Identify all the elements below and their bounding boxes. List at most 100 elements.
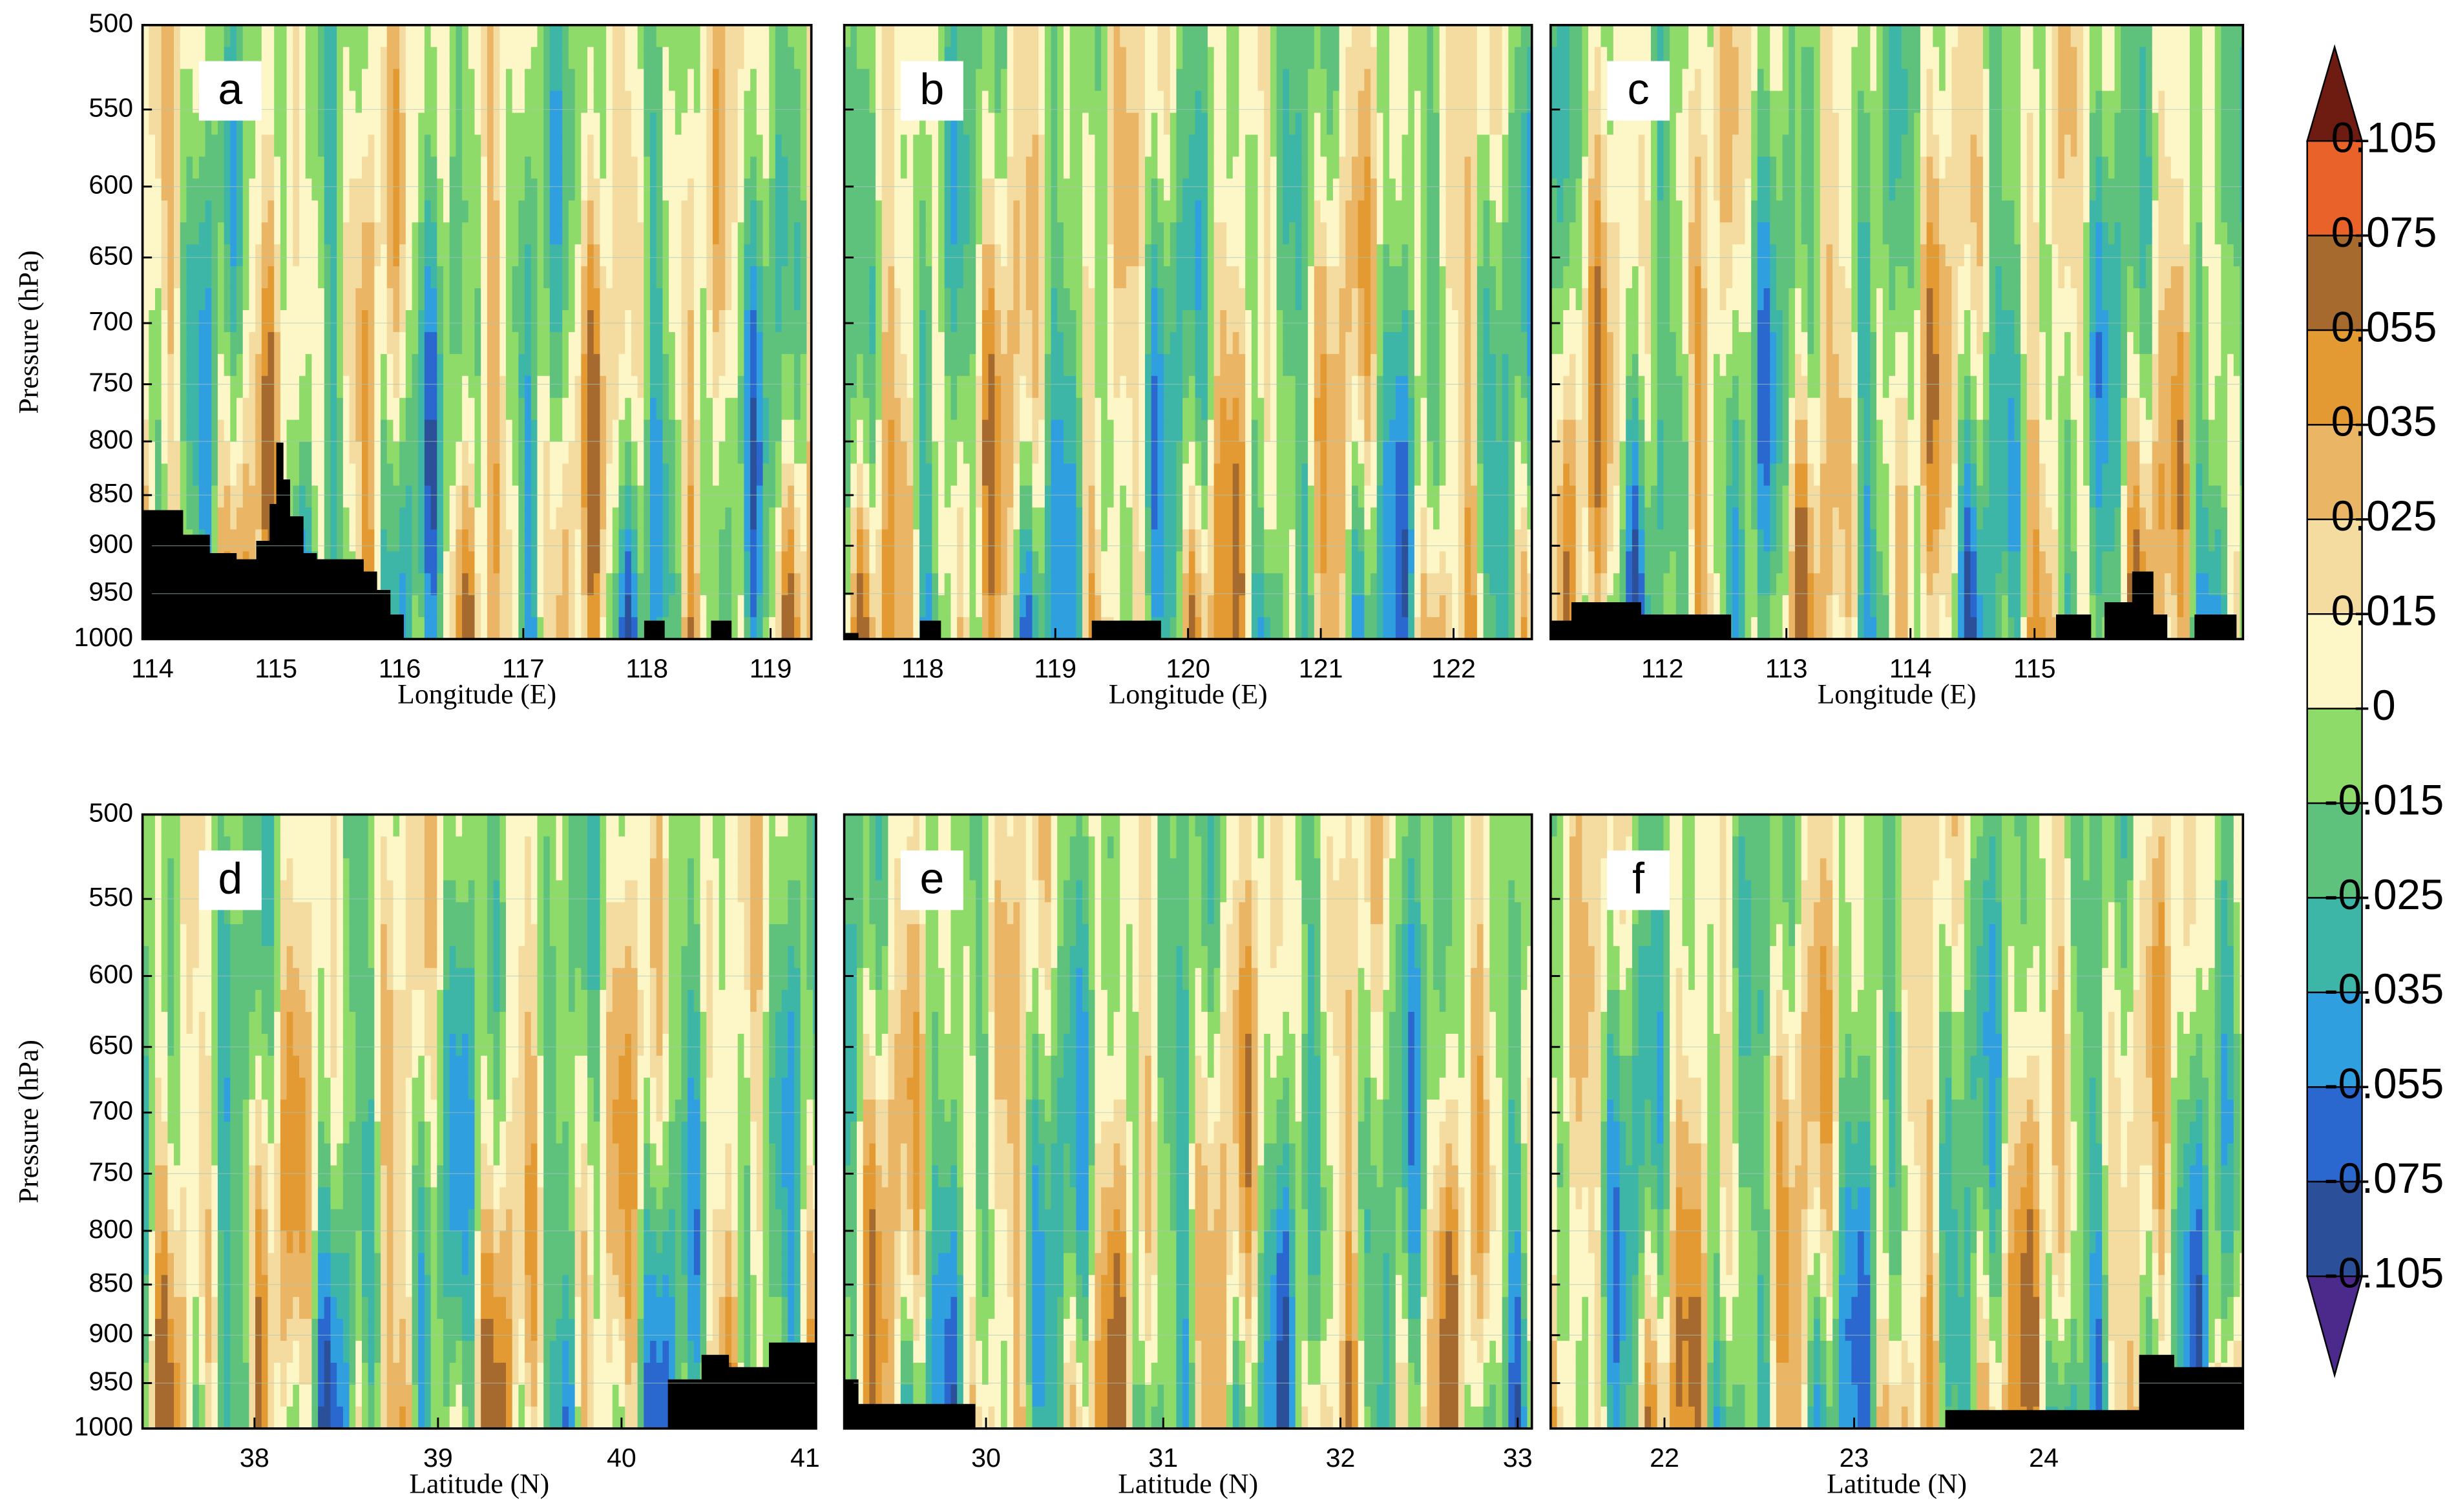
contour-cell	[706, 331, 713, 355]
contour-cell	[1251, 200, 1259, 223]
contour-cell	[299, 200, 306, 223]
contour-cell	[437, 244, 444, 267]
contour-cell	[712, 266, 720, 289]
contour-cell	[399, 419, 406, 443]
contour-cell	[618, 441, 625, 465]
contour-cell	[361, 244, 369, 267]
contour-cell	[1088, 331, 1096, 355]
contour-cell	[669, 617, 676, 640]
contour-cell	[299, 134, 306, 158]
contour-cell	[1207, 463, 1215, 487]
contour-cell	[881, 47, 889, 70]
contour-cell	[224, 244, 231, 267]
contour-cell	[368, 485, 375, 509]
contour-cell	[1182, 310, 1190, 333]
contour-cell	[412, 25, 419, 48]
contour-cell	[274, 112, 281, 136]
contour-cell	[681, 441, 688, 465]
contour-cell	[769, 90, 776, 114]
contour-cell	[800, 573, 808, 596]
contour-cell	[781, 266, 789, 289]
contour-cell	[305, 397, 313, 421]
contour-cell	[493, 551, 501, 574]
contour-cell	[537, 353, 544, 377]
contour-cell	[1057, 25, 1064, 48]
contour-cell	[342, 353, 350, 377]
contour-cell	[944, 266, 952, 289]
contour-cell	[1082, 595, 1089, 618]
contour-cell	[876, 463, 883, 487]
contour-cell	[493, 244, 501, 267]
contour-cell	[656, 485, 664, 509]
contour-cell	[456, 419, 463, 443]
contour-cell	[1182, 266, 1190, 289]
contour-cell	[437, 551, 444, 574]
contour-cell	[1239, 112, 1246, 136]
contour-cell	[581, 353, 588, 377]
contour-cell	[894, 310, 901, 333]
contour-cell	[518, 68, 525, 92]
contour-cell	[606, 529, 613, 552]
contour-cell	[756, 266, 764, 289]
contour-cell	[487, 288, 494, 311]
contour-cell	[217, 507, 225, 530]
contour-cell	[1195, 25, 1202, 48]
contour-cell	[844, 551, 852, 574]
contour-cell	[230, 441, 237, 465]
contour-cell	[1270, 222, 1277, 245]
contour-cell	[393, 222, 400, 245]
contour-cell	[669, 397, 676, 421]
contour-cell	[149, 463, 156, 487]
contour-cell	[330, 178, 337, 202]
contour-cell	[1188, 441, 1196, 465]
contour-cell	[693, 47, 701, 70]
contour-cell	[706, 90, 713, 114]
terrain	[256, 541, 270, 640]
contour-cell	[656, 178, 664, 202]
contour-cell	[925, 353, 933, 377]
contour-cell	[549, 47, 557, 70]
contour-cell	[1226, 595, 1233, 618]
contour-cell	[274, 90, 281, 114]
contour-cell	[205, 353, 212, 377]
contour-cell	[600, 178, 607, 202]
contour-cell	[418, 617, 425, 640]
contour-cell	[1139, 47, 1146, 70]
contour-cell	[650, 595, 657, 618]
contour-cell	[142, 178, 150, 202]
contour-cell	[1082, 156, 1089, 180]
contour-cell	[693, 463, 701, 487]
contour-cell	[581, 397, 588, 421]
contour-cell	[1001, 485, 1008, 509]
contour-cell	[775, 310, 782, 333]
contour-cell	[1082, 112, 1089, 136]
contour-cell	[255, 375, 262, 399]
contour-cell	[230, 134, 237, 158]
contour-cell	[154, 463, 162, 487]
contour-cell	[888, 112, 895, 136]
contour-cell	[456, 507, 463, 530]
contour-cell	[230, 507, 237, 530]
contour-cell	[556, 244, 563, 267]
contour-cell	[1069, 485, 1077, 509]
contour-cell	[424, 573, 432, 596]
contour-cell	[1264, 178, 1271, 202]
contour-cell	[474, 617, 481, 640]
contour-cell	[430, 68, 438, 92]
contour-cell	[950, 595, 958, 618]
contour-cell	[574, 200, 582, 223]
contour-cell	[1201, 485, 1208, 509]
contour-cell	[1076, 178, 1083, 202]
contour-cell	[593, 375, 601, 399]
contour-cell	[1176, 310, 1183, 333]
contour-cell	[1020, 397, 1027, 421]
contour-cell	[487, 134, 494, 158]
contour-cell	[236, 244, 244, 267]
contour-cell	[236, 25, 244, 48]
contour-cell	[1232, 441, 1240, 465]
contour-cell	[957, 331, 964, 355]
contour-cell	[587, 156, 594, 180]
contour-cell	[1195, 178, 1202, 202]
contour-cell	[1270, 529, 1277, 552]
contour-cell	[1025, 529, 1033, 552]
